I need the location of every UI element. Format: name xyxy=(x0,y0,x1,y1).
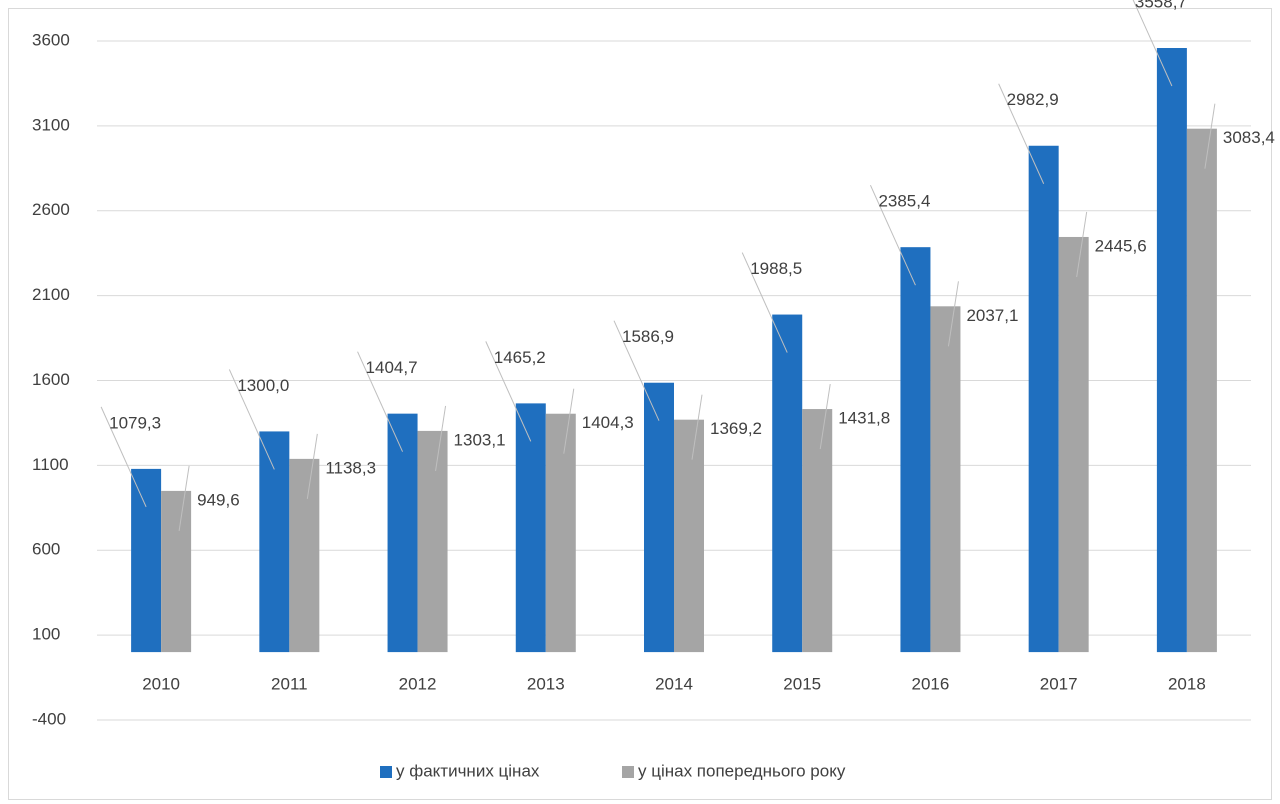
bar xyxy=(644,382,674,653)
y-tick-label: 100 xyxy=(32,625,60,644)
leader-line xyxy=(819,383,831,450)
bar xyxy=(387,413,418,653)
legend-swatch xyxy=(622,766,634,778)
bar xyxy=(289,458,320,653)
bar xyxy=(1028,145,1059,653)
bar xyxy=(417,430,448,653)
x-tick-label: 2011 xyxy=(271,674,308,693)
data-label: 2037,1 xyxy=(966,306,1018,325)
y-tick-label: -400 xyxy=(32,709,66,728)
leader-line xyxy=(1132,0,1173,87)
bar xyxy=(161,490,192,653)
bar xyxy=(131,468,162,653)
legend-swatch xyxy=(380,766,392,778)
data-label: 1300,0 xyxy=(237,376,289,395)
y-tick-label: 2600 xyxy=(32,200,70,219)
data-label: 2445,6 xyxy=(1095,236,1147,255)
leader-line xyxy=(306,433,318,499)
y-tick-label: 1100 xyxy=(32,455,69,474)
leader-line xyxy=(357,351,404,452)
leader-line xyxy=(869,184,916,286)
data-label: 3083,4 xyxy=(1223,128,1275,147)
y-tick-label: 600 xyxy=(32,540,60,559)
leader-line xyxy=(100,406,147,508)
data-label: 949,6 xyxy=(197,490,240,509)
data-label: 1138,3 xyxy=(325,458,376,477)
leader-line xyxy=(613,320,660,421)
data-label: 1369,2 xyxy=(710,419,762,438)
leader-line xyxy=(998,83,1045,184)
bar xyxy=(1058,236,1089,653)
bar xyxy=(1156,48,1187,653)
y-tick-label: 3100 xyxy=(32,115,70,134)
x-tick-label: 2016 xyxy=(912,674,950,693)
x-tick-label: 2010 xyxy=(142,674,180,693)
legend-label: у фактичних цінах xyxy=(396,761,540,780)
bar xyxy=(259,431,290,653)
data-label: 1404,7 xyxy=(366,358,418,377)
y-tick-label: 1600 xyxy=(32,370,70,389)
leader-line xyxy=(1204,103,1216,169)
leader-line xyxy=(435,405,447,471)
data-label: 1465,2 xyxy=(494,348,546,367)
leader-line xyxy=(741,252,788,353)
bar xyxy=(545,413,576,653)
x-tick-label: 2015 xyxy=(783,674,821,693)
data-label: 1079,3 xyxy=(109,413,161,432)
data-label: 2385,4 xyxy=(878,192,930,211)
bar xyxy=(1186,128,1217,653)
leader-line xyxy=(228,369,275,470)
leader-line xyxy=(485,341,532,442)
data-label: 3558,7 xyxy=(1135,0,1187,11)
leader-line xyxy=(947,281,959,347)
bar xyxy=(772,314,803,653)
x-tick-label: 2014 xyxy=(655,674,693,693)
x-tick-label: 2018 xyxy=(1168,674,1206,693)
leader-line xyxy=(1076,211,1088,278)
data-label: 1404,3 xyxy=(582,413,634,432)
x-tick-label: 2017 xyxy=(1040,674,1078,693)
data-label: 1988,5 xyxy=(750,259,802,278)
bar xyxy=(802,409,833,653)
y-tick-label: 2100 xyxy=(32,285,70,304)
x-tick-label: 2013 xyxy=(527,674,565,693)
leader-line xyxy=(691,394,703,460)
x-tick-label: 2012 xyxy=(399,674,437,693)
y-tick-label: 3600 xyxy=(32,30,70,49)
data-label: 1303,1 xyxy=(454,430,506,449)
bar xyxy=(930,306,961,653)
leader-line xyxy=(563,388,575,454)
data-label: 1431,8 xyxy=(838,409,890,428)
data-label: 1586,9 xyxy=(622,327,674,346)
bar xyxy=(515,403,546,653)
leader-line xyxy=(178,465,190,531)
bar xyxy=(674,419,704,653)
legend-label: у цінах попереднього року xyxy=(638,761,846,780)
bar xyxy=(900,247,931,653)
data-label: 2982,9 xyxy=(1007,90,1059,109)
